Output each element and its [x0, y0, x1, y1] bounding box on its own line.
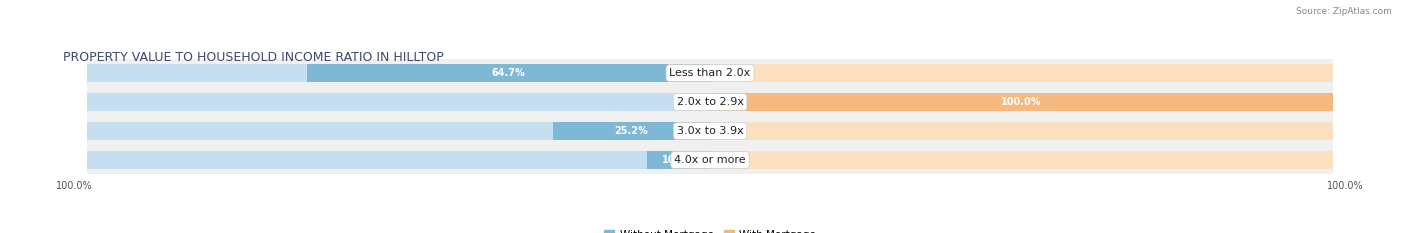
Bar — [87, 93, 710, 111]
Legend: Without Mortgage, With Mortgage: Without Mortgage, With Mortgage — [600, 226, 820, 233]
Text: Less than 2.0x: Less than 2.0x — [669, 68, 751, 78]
Text: 4.0x or more: 4.0x or more — [675, 155, 745, 165]
Text: 0.0%: 0.0% — [723, 68, 747, 78]
Bar — [87, 58, 1333, 88]
Bar — [307, 64, 710, 82]
Bar — [710, 122, 1333, 140]
Text: Source: ZipAtlas.com: Source: ZipAtlas.com — [1296, 7, 1392, 16]
Bar — [87, 122, 710, 140]
Text: 0.0%: 0.0% — [723, 126, 747, 136]
Bar — [710, 93, 1333, 111]
Bar — [87, 116, 1333, 145]
Text: 25.2%: 25.2% — [614, 126, 648, 136]
Text: 64.7%: 64.7% — [492, 68, 526, 78]
Bar — [87, 64, 710, 82]
Text: 100.0%: 100.0% — [1327, 181, 1364, 191]
Bar — [710, 93, 1333, 111]
Bar — [87, 88, 1333, 116]
Bar — [87, 151, 710, 169]
Bar — [553, 122, 710, 140]
Bar — [647, 151, 710, 169]
Bar — [710, 151, 1333, 169]
Text: 0.0%: 0.0% — [673, 97, 697, 107]
Text: 3.0x to 3.9x: 3.0x to 3.9x — [676, 126, 744, 136]
Bar — [710, 64, 1333, 82]
Text: 10.1%: 10.1% — [662, 155, 696, 165]
Text: 2.0x to 2.9x: 2.0x to 2.9x — [676, 97, 744, 107]
Text: 0.0%: 0.0% — [723, 155, 747, 165]
Text: 100.0%: 100.0% — [56, 181, 93, 191]
Bar — [87, 145, 1333, 175]
Text: PROPERTY VALUE TO HOUSEHOLD INCOME RATIO IN HILLTOP: PROPERTY VALUE TO HOUSEHOLD INCOME RATIO… — [63, 51, 443, 64]
Text: 100.0%: 100.0% — [1001, 97, 1042, 107]
